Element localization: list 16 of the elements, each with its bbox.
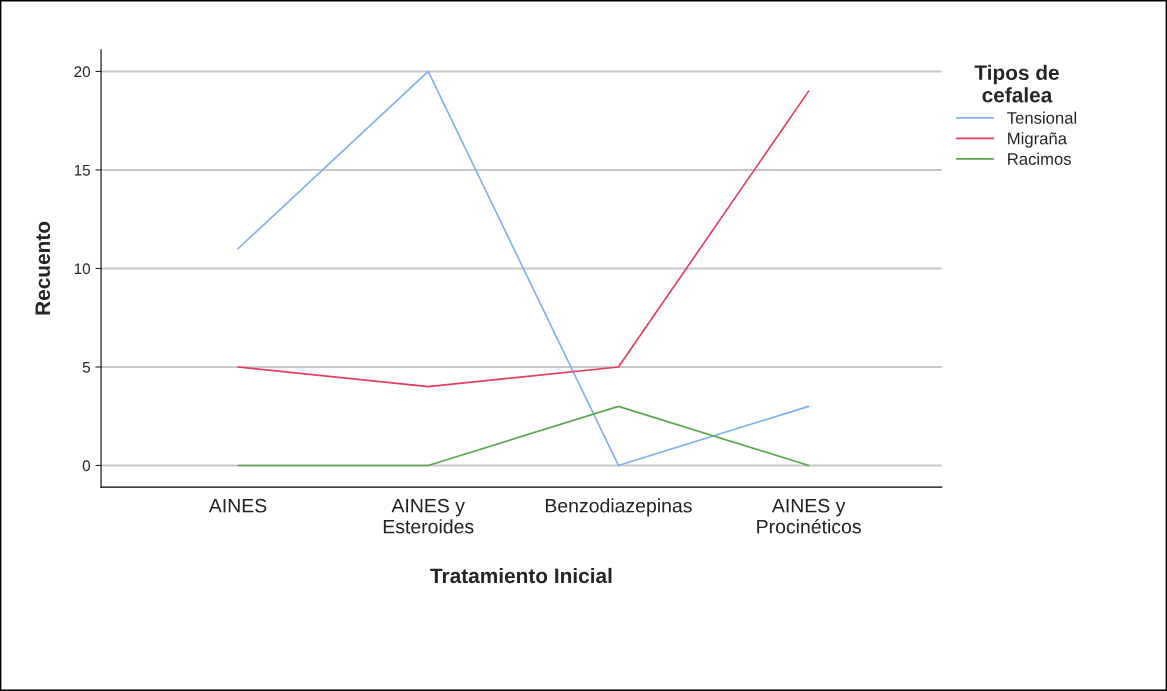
y-tick-label: 10: [74, 263, 91, 275]
x-tick-label: Benzodiazepinas: [545, 498, 692, 517]
legend-label: Racimos: [1008, 152, 1071, 165]
y-tick-label: 0: [82, 460, 91, 472]
x-tick-label: AINES y Procinéticos: [757, 498, 861, 534]
x-tick-label: AINES: [208, 498, 267, 513]
legend-title: Tipos de cefalea: [974, 64, 1059, 103]
legend-label: Tensional: [1007, 111, 1077, 124]
y-axis-title: Recuento: [35, 221, 51, 315]
y-tick-label: 15: [74, 164, 91, 176]
legend-label: Migraña: [1008, 132, 1067, 148]
x-tick-label: AINES y Esteroides: [383, 498, 474, 534]
line-series: [237, 70, 810, 467]
y-tick-label: 5: [82, 361, 91, 373]
x-axis-title: Tratamiento Inicial: [430, 567, 612, 584]
y-tick-label: 20: [74, 66, 91, 78]
